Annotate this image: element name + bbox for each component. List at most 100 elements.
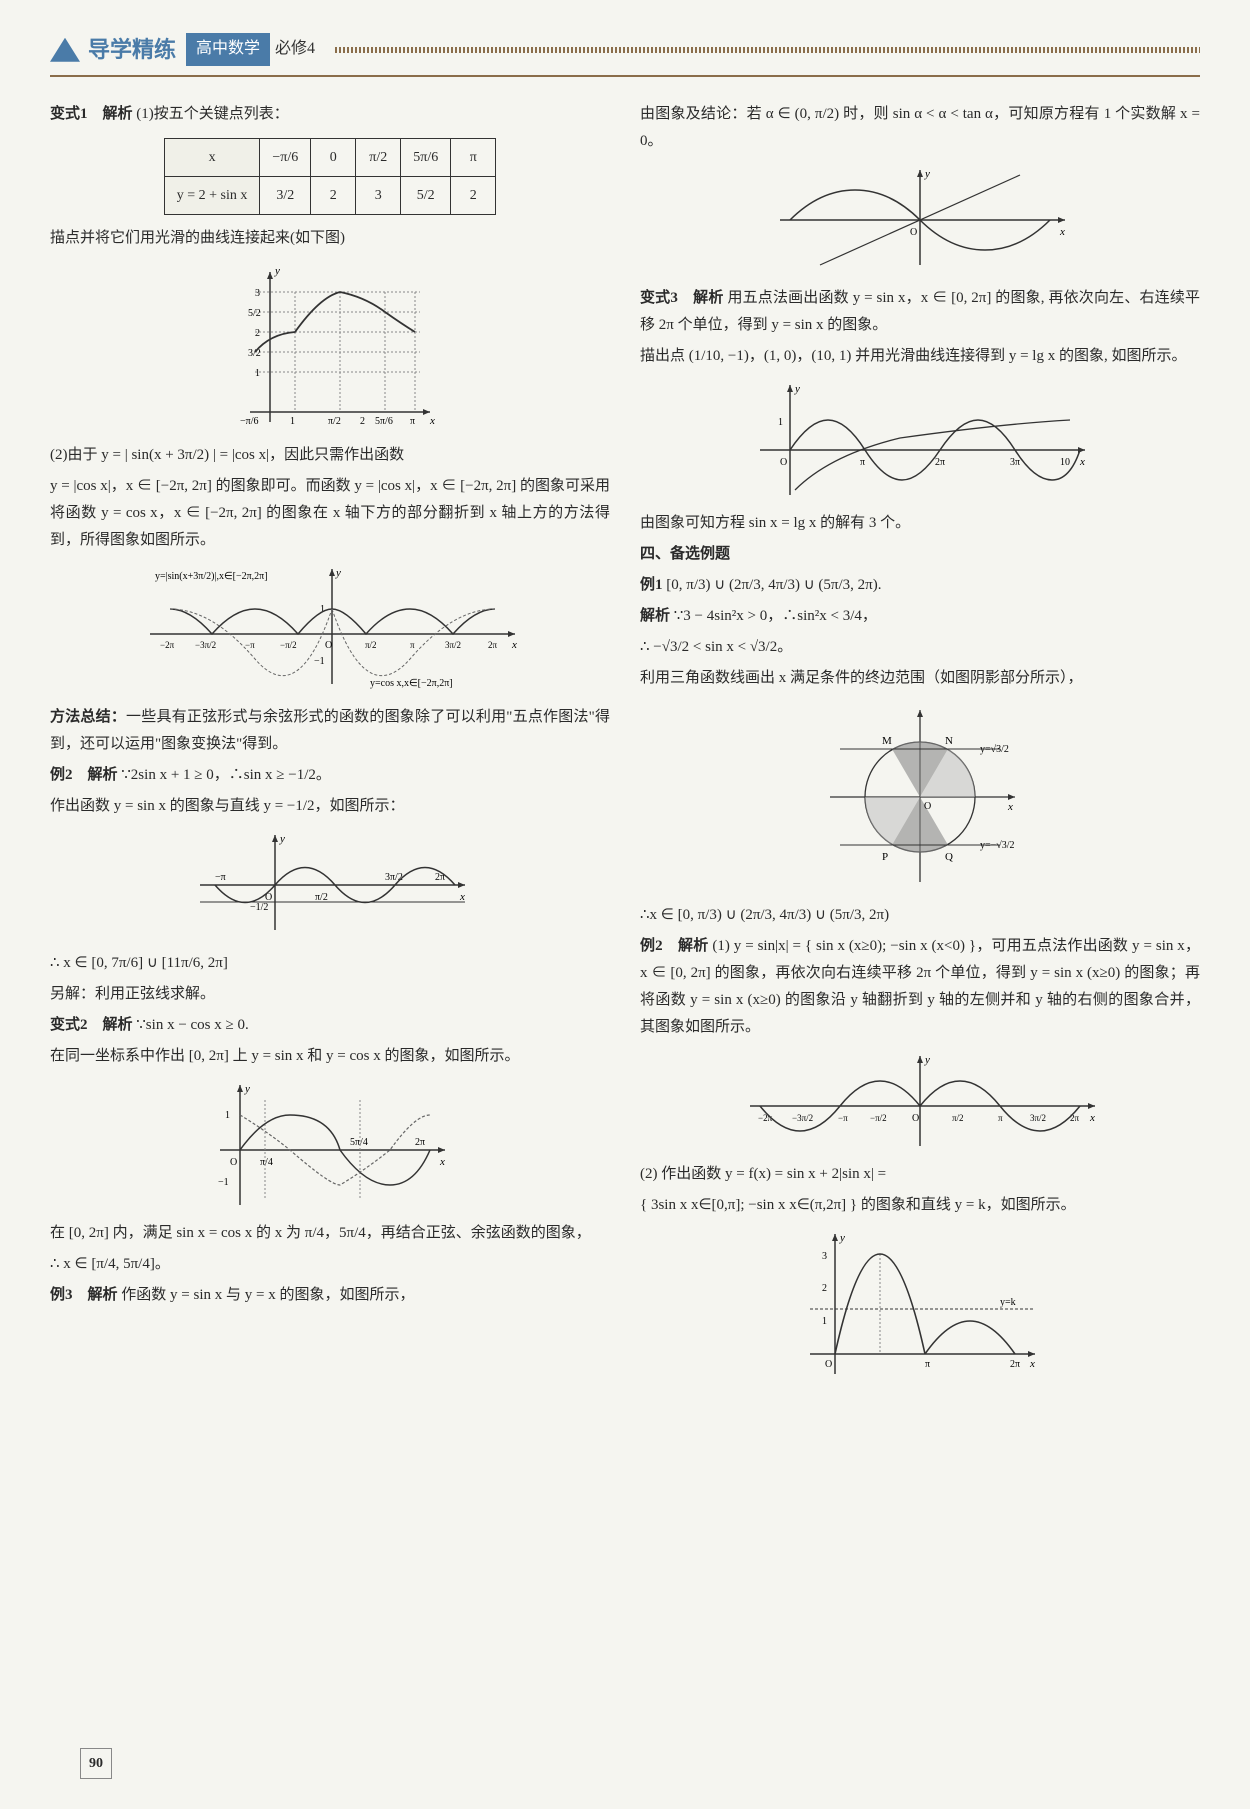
svg-text:5/2: 5/2 bbox=[248, 308, 261, 319]
svg-text:1: 1 bbox=[778, 417, 783, 428]
series-title: 导学精练 bbox=[88, 30, 176, 70]
graph4-sincos: y x O π/4 5π/4 2π 1 −1 bbox=[50, 1080, 610, 1210]
svg-text:2π: 2π bbox=[488, 640, 498, 650]
graph3-sine-line: y x −π O π/2 3π/2 2π −1/2 bbox=[50, 830, 610, 940]
svg-text:x: x bbox=[1059, 226, 1065, 238]
svg-text:2π: 2π bbox=[1010, 1359, 1020, 1370]
example2b-title: 例2 解析 bbox=[640, 938, 708, 954]
left-column: 变式1 解析 (1)按五个关键点列表： x −π/6 0 π/2 5π/6 π … bbox=[50, 97, 610, 1389]
svg-text:π: π bbox=[410, 640, 415, 650]
svg-text:O: O bbox=[912, 1113, 919, 1124]
svg-text:O: O bbox=[325, 640, 332, 651]
svg-text:y: y bbox=[279, 833, 285, 845]
graph1-sine-shifted: y x 3 5/2 2 3/2 1 −π/6 1 π/2 2 5π/6 π bbox=[50, 262, 610, 432]
example2b-2: (2) 作出函数 y = f(x) = sin x + 2|sin x| = bbox=[640, 1161, 1200, 1188]
svg-text:O: O bbox=[780, 457, 787, 468]
svg-text:O: O bbox=[924, 801, 931, 812]
variant3-heading: 变式3 解析 用五点法画出函数 y = sin x，x ∈ [0, 2π] 的图… bbox=[640, 285, 1200, 339]
graph5-sinx-x: y x O bbox=[640, 165, 1200, 275]
example2b-3: { 3sin x x∈[0,π]; −sin x x∈(π,2π] } 的图象和… bbox=[640, 1192, 1200, 1219]
page-content: 变式1 解析 (1)按五个关键点列表： x −π/6 0 π/2 5π/6 π … bbox=[50, 97, 1200, 1389]
table-cell: −π/6 bbox=[260, 138, 311, 176]
variant3-2: 描出点 (1/10, −1)，(1, 0)，(10, 1) 并用光滑曲线连接得到… bbox=[640, 343, 1200, 370]
header-deco bbox=[335, 47, 1200, 53]
svg-text:3π/2: 3π/2 bbox=[1030, 1113, 1046, 1123]
variant2-1: ∵sin x − cos x ≥ 0. bbox=[136, 1017, 249, 1033]
right-text1: 由图象及结论：若 α ∈ (0, π/2) 时，则 sin α < α < ta… bbox=[640, 101, 1200, 155]
svg-text:2: 2 bbox=[255, 328, 260, 339]
example2-3: ∴ x ∈ [0, 7π/6] ∪ [11π/6, 2π] bbox=[50, 950, 610, 977]
example2b-1: (1) y = sin|x| = { sin x (x≥0); −sin x (… bbox=[640, 938, 1200, 1035]
table-cell: 3/2 bbox=[260, 176, 311, 214]
page-number: 90 bbox=[80, 1748, 112, 1779]
svg-text:x: x bbox=[429, 415, 435, 427]
svg-text:1: 1 bbox=[822, 1316, 827, 1327]
svg-text:3/2: 3/2 bbox=[248, 348, 261, 359]
page-header: 导学精练 高中数学 必修4 bbox=[50, 30, 1200, 77]
svg-text:−π: −π bbox=[245, 640, 255, 650]
five-point-table: x −π/6 0 π/2 5π/6 π y = 2 + sin x 3/2 2 … bbox=[164, 138, 496, 215]
svg-text:1: 1 bbox=[255, 368, 260, 379]
svg-text:1: 1 bbox=[290, 416, 295, 427]
example1b-analysis: 解析 ∵3 − 4sin²x > 0，∴sin²x < 3/4， bbox=[640, 603, 1200, 630]
svg-text:π: π bbox=[925, 1359, 930, 1370]
svg-text:−1/2: −1/2 bbox=[250, 902, 268, 913]
svg-text:2π: 2π bbox=[415, 1137, 425, 1148]
svg-text:3π: 3π bbox=[1010, 457, 1020, 468]
graph9-piecewise: y x O 3 2 1 π 2π y=k bbox=[640, 1229, 1200, 1379]
variant3-3: 由图象可知方程 sin x = lg x 的解有 3 个。 bbox=[640, 510, 1200, 537]
example1b-answer: [0, π/3) ∪ (2π/3, 4π/3) ∪ (5π/3, 2π). bbox=[666, 577, 881, 593]
example3-text: 作函数 y = sin x 与 y = x 的图象，如图所示， bbox=[121, 1287, 414, 1303]
svg-text:π/2: π/2 bbox=[315, 892, 328, 903]
method-summary-title: 方法总结： bbox=[50, 709, 126, 725]
svg-text:π: π bbox=[998, 1113, 1003, 1123]
example2-1: ∵2sin x + 1 ≥ 0，∴sin x ≥ −1/2。 bbox=[121, 767, 331, 783]
svg-text:y: y bbox=[244, 1083, 250, 1095]
variant3-title: 变式3 解析 bbox=[640, 290, 724, 306]
svg-text:−2π: −2π bbox=[160, 640, 175, 650]
subject-badge: 高中数学 bbox=[186, 33, 270, 66]
svg-text:x: x bbox=[1079, 456, 1085, 468]
svg-text:π/2: π/2 bbox=[365, 640, 377, 650]
text-after-table: 描点并将它们用光滑的曲线连接起来(如下图) bbox=[50, 225, 610, 252]
svg-text:5π/4: 5π/4 bbox=[350, 1137, 368, 1148]
svg-text:−π/2: −π/2 bbox=[280, 640, 297, 650]
svg-text:y: y bbox=[924, 168, 930, 180]
example2b-heading: 例2 解析 (1) y = sin|x| = { sin x (x≥0); −s… bbox=[640, 933, 1200, 1041]
variant1-text1: (1)按五个关键点列表： bbox=[136, 106, 289, 122]
svg-text:O: O bbox=[910, 227, 917, 238]
svg-text:π/2: π/2 bbox=[328, 416, 341, 427]
svg-text:x: x bbox=[1007, 801, 1013, 813]
example2-heading: 例2 解析 ∵2sin x + 1 ≥ 0，∴sin x ≥ −1/2。 bbox=[50, 762, 610, 789]
table-data-row: y = 2 + sin x 3/2 2 3 5/2 2 bbox=[164, 176, 495, 214]
svg-text:−π: −π bbox=[838, 1113, 848, 1123]
svg-text:3π/2: 3π/2 bbox=[445, 640, 461, 650]
svg-text:−3π/2: −3π/2 bbox=[792, 1113, 813, 1123]
table-cell: 5π/6 bbox=[401, 138, 451, 176]
graph8-sin-abs-x: y x −2π −3π/2 −π −π/2 O π/2 π 3π/2 2π bbox=[640, 1051, 1200, 1151]
example1b-3: 利用三角函数线画出 x 满足条件的终边范围（如图阴影部分所示）， bbox=[640, 665, 1200, 692]
variant1-title: 变式1 解析 bbox=[50, 106, 133, 122]
svg-text:O: O bbox=[230, 1157, 237, 1168]
svg-text:Q: Q bbox=[945, 851, 953, 863]
table-cell: y = 2 + sin x bbox=[164, 176, 260, 214]
text2-2: y = |cos x|，x ∈ [−2π, 2π] 的图象即可。而函数 y = … bbox=[50, 473, 610, 554]
svg-text:x: x bbox=[439, 1156, 445, 1168]
variant2-title: 变式2 解析 bbox=[50, 1017, 133, 1033]
svg-text:π/4: π/4 bbox=[260, 1157, 273, 1168]
svg-text:3π/2: 3π/2 bbox=[385, 872, 403, 883]
method-summary: 方法总结：一些具有正弦形式与余弦形式的函数的图象除了可以利用"五点作图法"得到，… bbox=[50, 704, 610, 758]
svg-text:O: O bbox=[825, 1359, 832, 1370]
svg-text:π/2: π/2 bbox=[952, 1113, 964, 1123]
svg-text:−1: −1 bbox=[314, 656, 325, 667]
text2-1: (2)由于 y = | sin(x + 3π/2) | = |cos x|，因此… bbox=[50, 442, 610, 469]
svg-text:y=k: y=k bbox=[1000, 1297, 1016, 1308]
svg-text:y=√3/2: y=√3/2 bbox=[980, 744, 1009, 755]
example1b-4: ∴x ∈ [0, π/3) ∪ (2π/3, 4π/3) ∪ (5π/3, 2π… bbox=[640, 902, 1200, 929]
svg-text:x: x bbox=[1029, 1358, 1035, 1370]
graph2-abs-cos: y x y=|sin(x+3π/2)|,x∈[−2π,2π] y=cos x,x… bbox=[50, 564, 610, 694]
svg-text:x: x bbox=[1089, 1112, 1095, 1124]
svg-text:−π/2: −π/2 bbox=[870, 1113, 887, 1123]
example2-2: 作出函数 y = sin x 的图象与直线 y = −1/2，如图所示： bbox=[50, 793, 610, 820]
variant1-heading: 变式1 解析 (1)按五个关键点列表： bbox=[50, 101, 610, 128]
